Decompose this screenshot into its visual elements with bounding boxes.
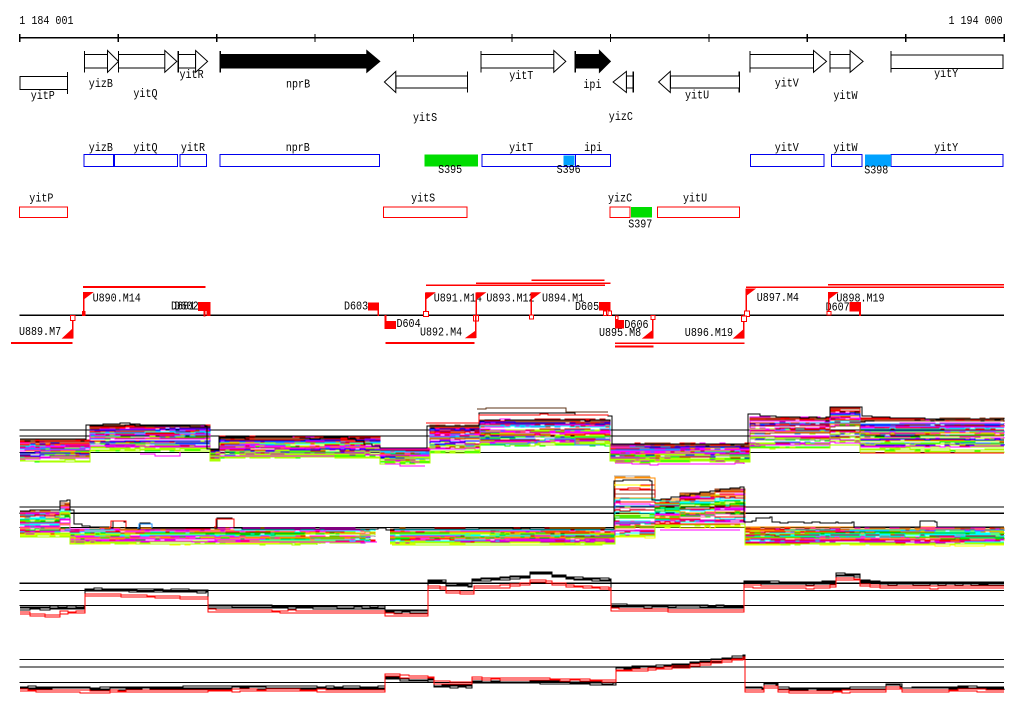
svg-text:D605: D605: [575, 301, 599, 314]
svg-text:yitT: yitT: [509, 142, 533, 155]
svg-text:U890.M14: U890.M14: [93, 293, 141, 306]
svg-text:D607: D607: [826, 302, 850, 315]
svg-text:D606: D606: [624, 319, 648, 332]
svg-text:yitW: yitW: [833, 90, 857, 103]
svg-text:S395: S395: [438, 164, 462, 177]
svg-text:yitY: yitY: [934, 142, 958, 155]
svg-text:U892.M4: U892.M4: [420, 327, 462, 340]
svg-text:yitP: yitP: [31, 90, 55, 103]
svg-text:yitU: yitU: [685, 90, 709, 103]
svg-text:yitU: yitU: [683, 192, 707, 205]
svg-text:nprB: nprB: [286, 78, 310, 91]
svg-text:U898.M19: U898.M19: [836, 292, 884, 305]
svg-text:U896.M19: U896.M19: [685, 327, 733, 340]
svg-text:U893.M12: U893.M12: [486, 292, 534, 305]
svg-text:ipi: ipi: [584, 142, 602, 155]
svg-text:yitS: yitS: [413, 112, 437, 125]
svg-text:D601: D601: [171, 301, 195, 314]
svg-text:yitQ: yitQ: [133, 142, 157, 155]
svg-text:U897.M4: U897.M4: [757, 292, 799, 305]
svg-text:yitW: yitW: [833, 142, 857, 155]
svg-text:D604: D604: [397, 318, 421, 331]
svg-text:D602: D602: [175, 301, 199, 314]
svg-text:1 194 000: 1 194 000: [949, 15, 1003, 28]
svg-text:yitV: yitV: [775, 142, 799, 155]
svg-text:yitR: yitR: [180, 69, 204, 82]
svg-text:S397: S397: [628, 219, 652, 232]
svg-text:yizC: yizC: [609, 111, 633, 124]
svg-text:ipi: ipi: [583, 79, 601, 92]
svg-text:U895.M8: U895.M8: [599, 327, 641, 340]
svg-text:yitQ: yitQ: [133, 88, 157, 101]
svg-text:yitT: yitT: [509, 70, 533, 83]
svg-text:yitP: yitP: [29, 192, 53, 205]
svg-text:1 184 001: 1 184 001: [19, 15, 73, 28]
svg-text:yitS: yitS: [411, 192, 435, 205]
svg-text:U889.M7: U889.M7: [19, 326, 61, 339]
svg-text:yizB: yizB: [89, 142, 113, 155]
svg-text:yitY: yitY: [934, 68, 958, 81]
svg-text:yizB: yizB: [89, 78, 113, 91]
svg-text:yizC: yizC: [608, 192, 632, 205]
svg-text:S398: S398: [864, 165, 888, 178]
svg-text:U894.M1: U894.M1: [542, 292, 584, 305]
svg-text:D603: D603: [344, 301, 368, 314]
svg-text:yitV: yitV: [775, 78, 799, 91]
svg-text:U891.M14: U891.M14: [434, 292, 482, 305]
svg-text:S396: S396: [557, 164, 581, 177]
svg-text:yitR: yitR: [181, 142, 205, 155]
svg-text:nprB: nprB: [286, 142, 310, 155]
